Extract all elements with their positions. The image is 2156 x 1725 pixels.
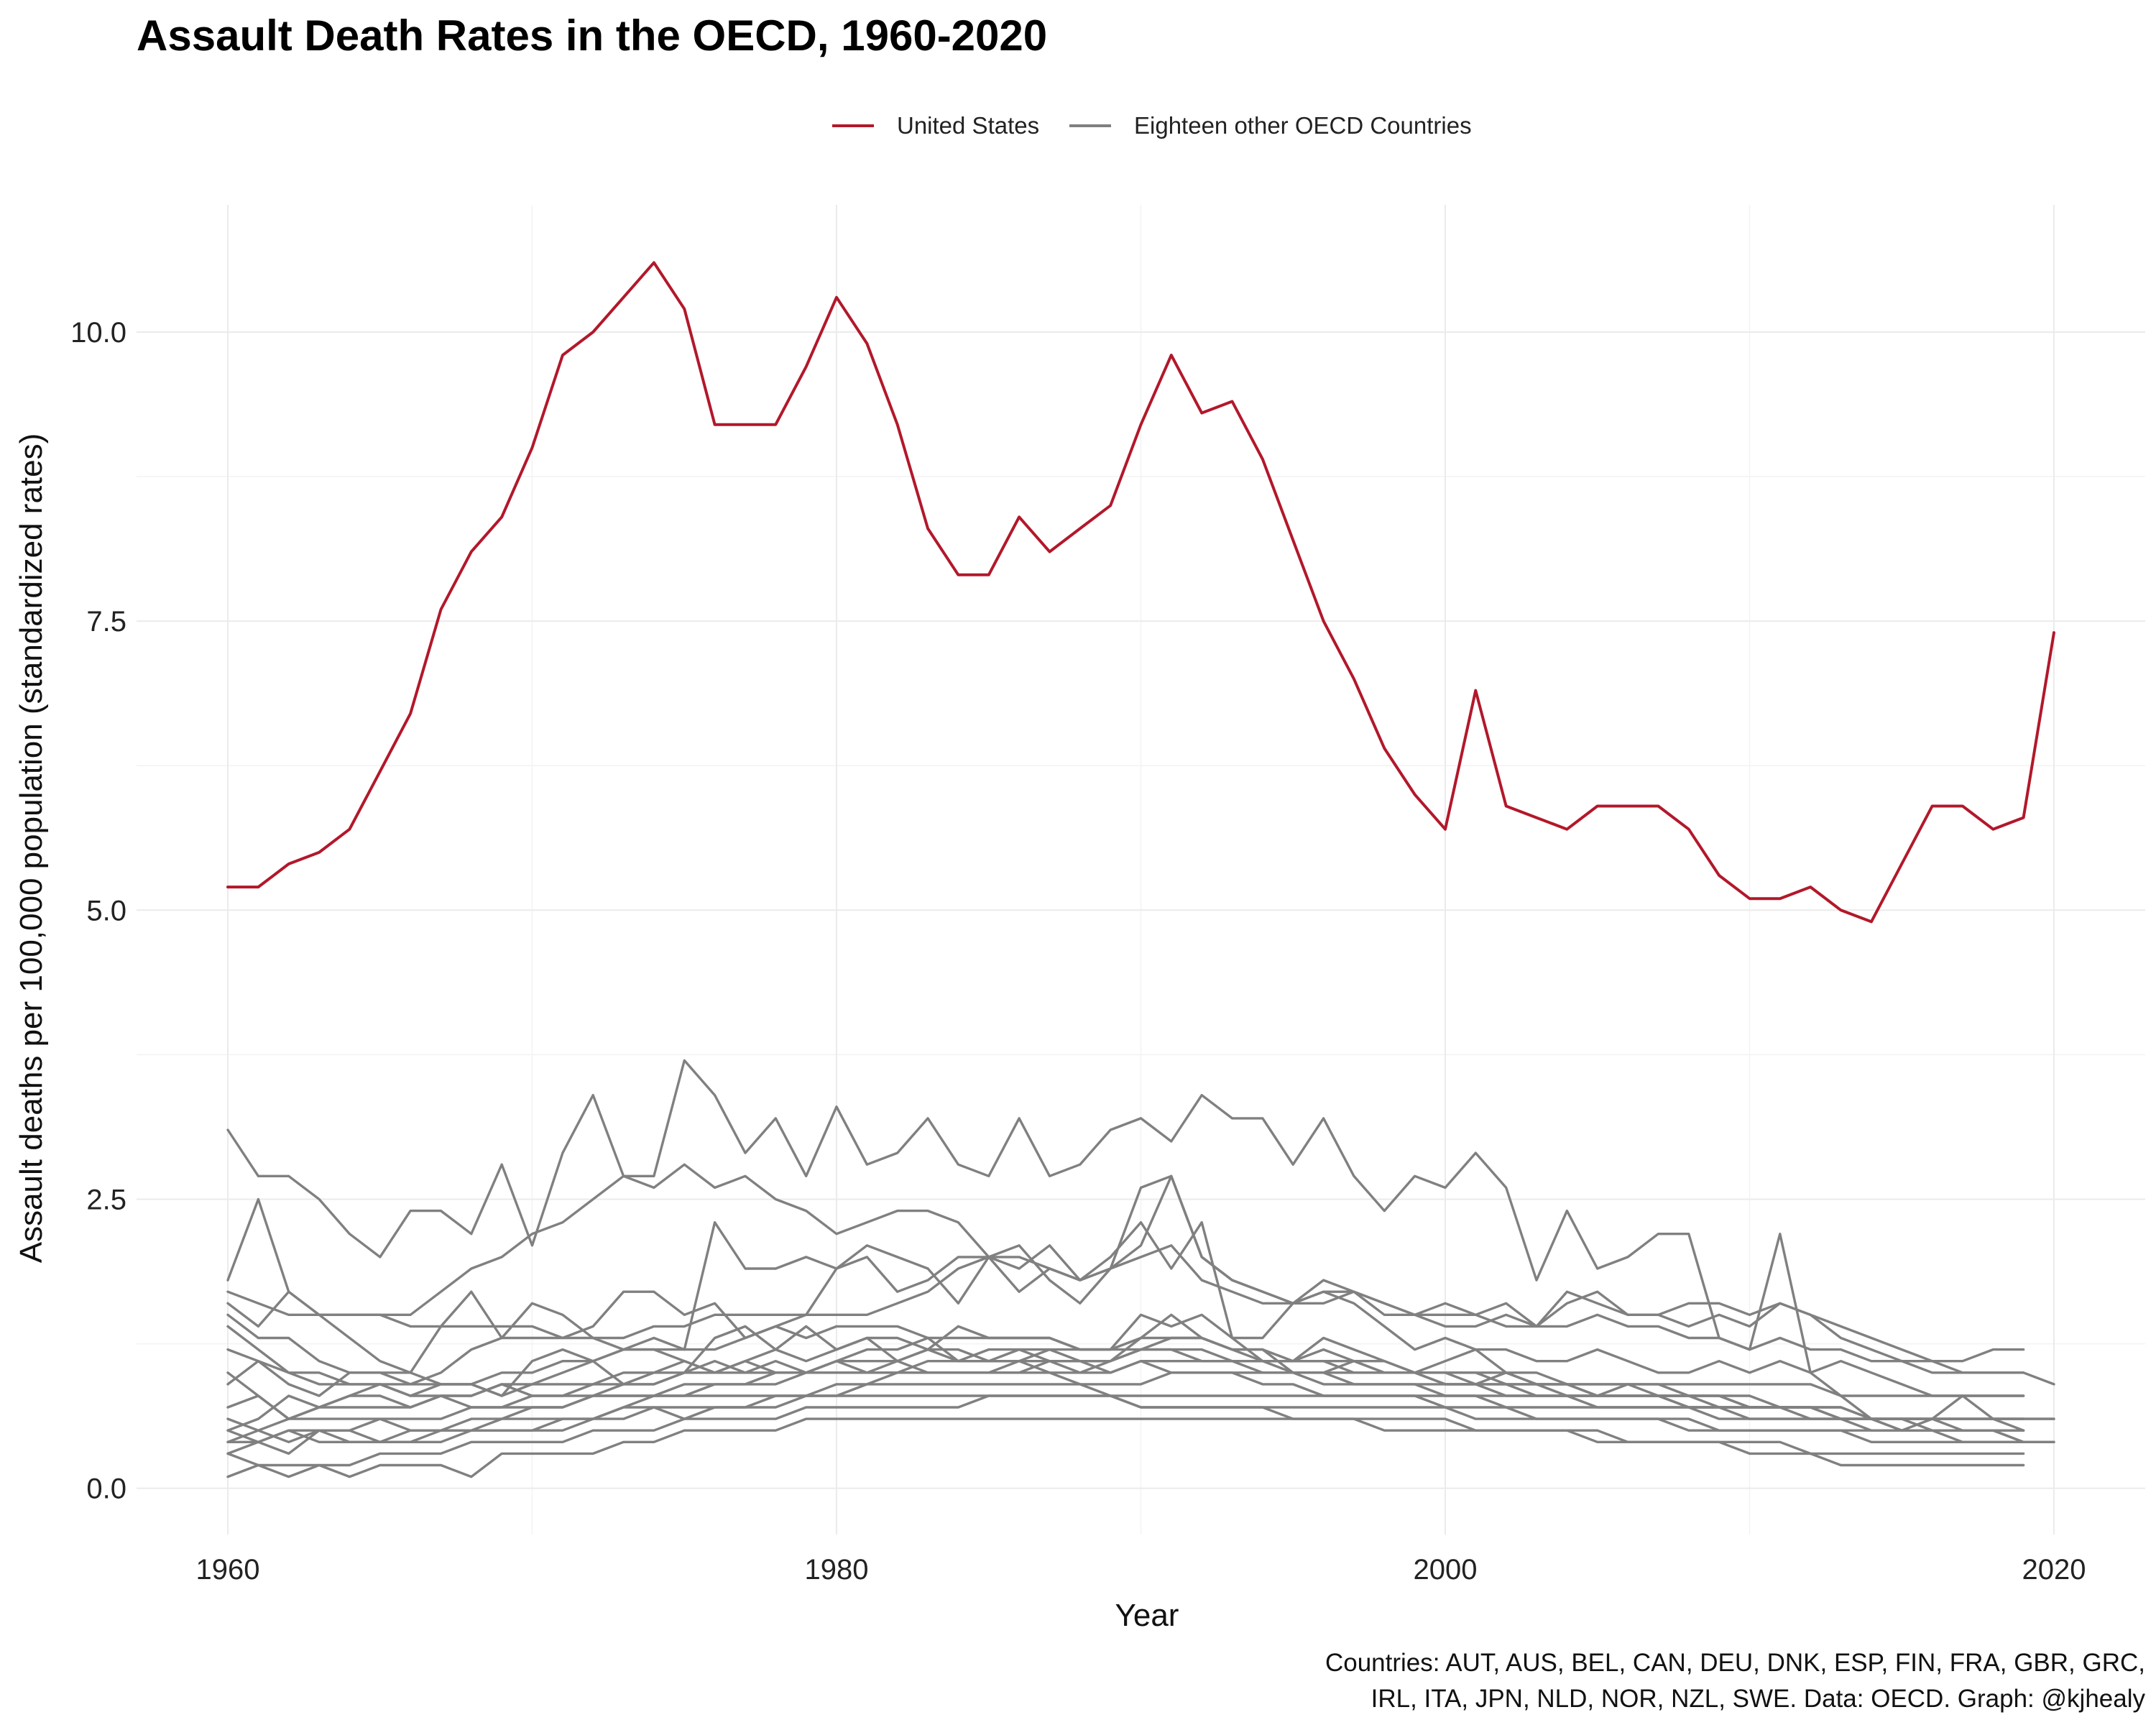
x-tick-label: 1960: [196, 1554, 260, 1586]
oecd-country-line-2: [226, 1197, 2055, 1386]
oecd-country-line-14: [226, 1348, 2025, 1455]
oecd-country-line-11: [226, 1383, 2025, 1432]
y-tick-label: 5.0: [86, 895, 126, 926]
x-axis-ticks: 1960 1980 2000 2020: [196, 1554, 2086, 1586]
gridlines: [137, 205, 2145, 1535]
oecd-country-line-10: [226, 1371, 2025, 1420]
legend-label-other: Eighteen other OECD Countries: [1134, 112, 1472, 139]
legend: United States Eighteen other OECD Countr…: [832, 112, 1472, 139]
caption-line-1: Countries: AUT, AUS, BEL, CAN, DEU, DNK,…: [1325, 1649, 2145, 1677]
y-tick-label: 10.0: [70, 317, 126, 349]
oecd-country-line-4: [226, 1174, 2025, 1374]
y-tick-label: 7.5: [86, 606, 126, 638]
oecd-country-line-17: [226, 1325, 2025, 1432]
oecd-country-line-5: [226, 1174, 2025, 1397]
x-tick-label: 1980: [805, 1554, 869, 1586]
x-tick-label: 2020: [2022, 1554, 2086, 1586]
oecd-country-line-18: [226, 1348, 2025, 1444]
y-axis-title: Assault deaths per 100,000 population (s…: [14, 433, 49, 1264]
legend-label-us: United States: [897, 112, 1039, 139]
caption-line-2: IRL, ITA, JPN, NLD, NOR, NZL, SWE. Data:…: [1371, 1685, 2146, 1713]
y-tick-label: 2.5: [86, 1184, 126, 1215]
x-tick-label: 2000: [1413, 1554, 1477, 1586]
other-countries-lines: [226, 1059, 2055, 1478]
y-tick-label: 0.0: [86, 1473, 126, 1505]
us-series-line: [226, 261, 2055, 924]
caption: Countries: AUT, AUS, BEL, CAN, DEU, DNK,…: [1325, 1649, 2146, 1713]
x-axis-title: Year: [1115, 1598, 1179, 1633]
oecd-country-line-15: [226, 1394, 2025, 1478]
chart-title: Assault Death Rates in the OECD, 1960-20…: [137, 12, 1047, 60]
oecd-country-line-3: [226, 1163, 2025, 1363]
us-line-group: [226, 261, 2055, 924]
y-axis-ticks: 0.0 2.5 5.0 7.5 10.0: [70, 317, 126, 1505]
oecd-country-line-16: [226, 1417, 2025, 1478]
